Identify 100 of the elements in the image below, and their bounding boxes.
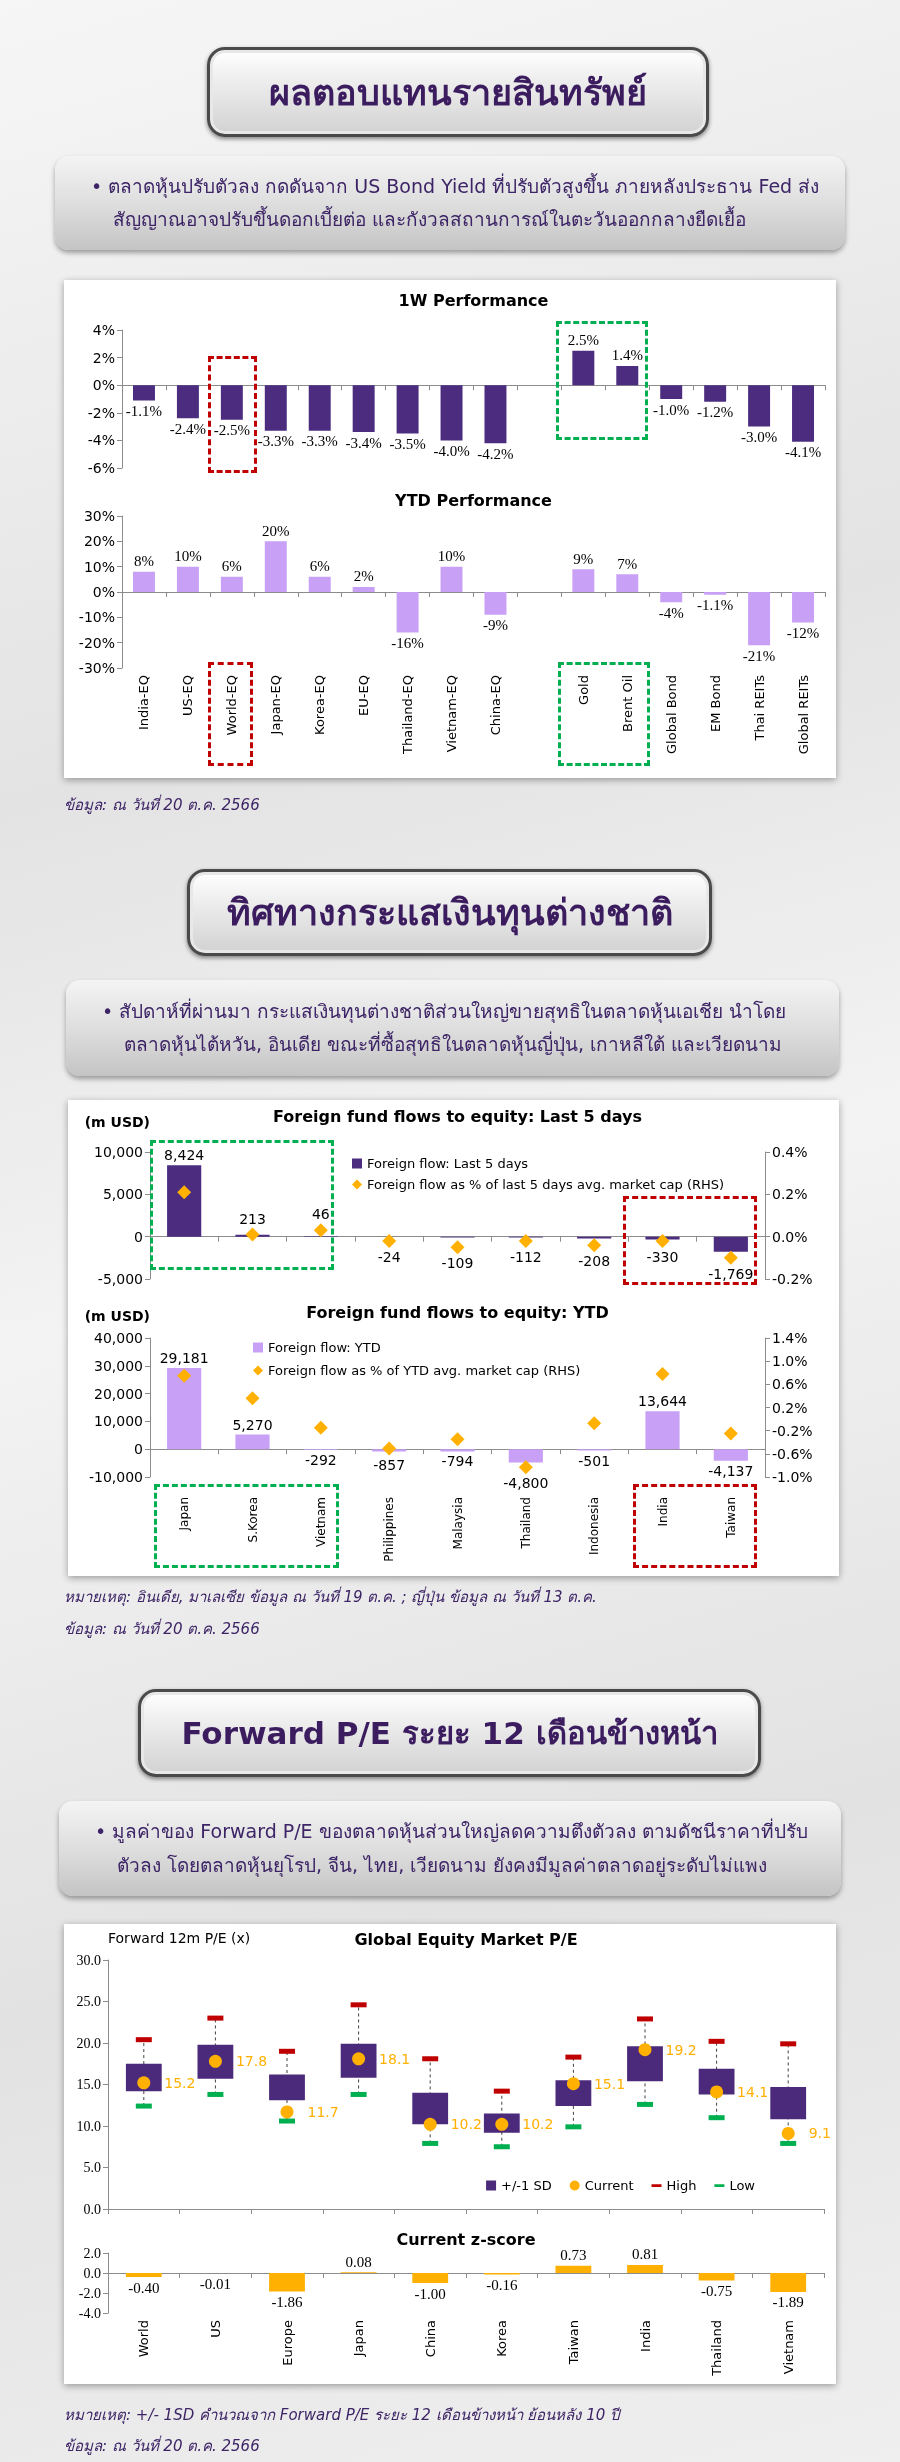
y2-tick-label: 0.0%: [772, 1228, 808, 1245]
point: [587, 1238, 602, 1253]
data-label: -12%: [786, 624, 820, 641]
x-tick-label: Thai REITs: [751, 674, 767, 742]
data-label: 5,270: [232, 1416, 273, 1433]
y2-tick-label: 0.6%: [772, 1376, 808, 1393]
bar: [698, 2273, 735, 2281]
data-label: -1.1%: [697, 597, 734, 614]
y2-tick-label: 1.0%: [772, 1353, 808, 1370]
data-label: 0.08: [345, 2253, 372, 2270]
y-tick-label: -2%: [87, 404, 115, 421]
data-label: 11.7: [307, 2103, 339, 2120]
y2-tick-label: -1.0%: [772, 1469, 813, 1485]
y2-tick-label: -0.2%: [772, 1422, 813, 1439]
y-tick-label: 10,000: [94, 1144, 143, 1160]
data-label: 8,424: [164, 1147, 205, 1164]
y-axis-title: (m USD): [84, 1308, 150, 1324]
y-tick-label: 0: [134, 1228, 143, 1245]
data-label: -794: [441, 1453, 474, 1470]
bar: [220, 385, 243, 420]
y-tick-label: 0%: [92, 377, 115, 394]
x-tick-label: Gold: [575, 675, 591, 705]
bar: [748, 592, 771, 646]
data-label: -208: [578, 1253, 611, 1270]
y2-tick-label: 0.4%: [772, 1144, 808, 1160]
y-tick-label: 4%: [92, 322, 115, 338]
bar: [616, 365, 639, 386]
data-label: 0.73: [560, 2247, 587, 2264]
y-tick-label: 15.0: [76, 2077, 101, 2092]
y-tick-label: -4%: [87, 432, 115, 449]
bar: [440, 1449, 475, 1452]
data-label: -24: [377, 1248, 401, 1265]
bar: [220, 576, 243, 592]
data-label: -3.3%: [257, 433, 294, 450]
data-label: 18.1: [379, 2050, 411, 2067]
point: [313, 1223, 328, 1238]
x-tick-label: Thailand: [709, 2320, 725, 2377]
data-label: 7%: [617, 555, 638, 572]
bar: [627, 2046, 663, 2082]
bar: [645, 1411, 680, 1450]
legend-label: +/-1 SD: [501, 2178, 552, 2193]
bar: [308, 385, 331, 431]
x-tick-label: US: [207, 2320, 223, 2338]
bar: [792, 385, 815, 442]
data-label: -3.3%: [301, 433, 338, 450]
bar: [264, 385, 287, 431]
data-label: 15.1: [593, 2075, 626, 2092]
y-tick-label: -4.0: [78, 2305, 101, 2321]
chart-title: Current z-score: [396, 2230, 536, 2250]
bar: [167, 1165, 202, 1237]
legend-label: High: [666, 2178, 697, 2193]
data-label: 9%: [573, 550, 594, 567]
text: ข้อมูล: ณ วันที่ 20 ต.ค. 2566: [64, 2437, 260, 2455]
x-tick-label: Europe: [279, 2320, 295, 2366]
text: ข้อมูล: ณ วันที่ 20 ต.ค. 2566: [64, 796, 260, 814]
text: ผลตอบแทนรายสินทรัพย์: [269, 70, 647, 115]
point: [313, 1420, 328, 1435]
y-tick-label: 5.0: [83, 2160, 101, 2175]
x-tick-label: S.Korea: [245, 1497, 260, 1543]
point: [655, 1233, 670, 1248]
text: • ตลาดหุ้นปรับตัวลง กดดันจาก US Bond Yield ที่ปรับตัวสูงขึ้น ภายหลังประธาน Fed ส่งสัญญาณอาจปรับขึ้นดอกเบี้ยต่อ และกังวลสถานการณ์ในตะวันออกกลางยืดเยื้อ: [90, 172, 821, 232]
y-tick-label: 20.0: [76, 2035, 101, 2051]
text: ข้อมูล: ณ วันที่ 20 ต.ค. 2566: [64, 1620, 260, 1638]
data-label: -1.89: [772, 2294, 804, 2311]
point: [177, 1368, 192, 1383]
data-label: 2%: [353, 568, 374, 585]
y-tick-label: 0.0: [83, 2265, 101, 2281]
bar: [176, 385, 199, 419]
bar: [555, 2265, 592, 2273]
y-tick-label: -30%: [78, 660, 115, 676]
y-tick-label: 2.0: [83, 2245, 101, 2261]
data-label: -501: [578, 1452, 611, 1469]
point: [638, 2043, 652, 2057]
data-label: 10%: [174, 548, 202, 565]
point: [710, 2085, 724, 2099]
x-tick-label: Taiwan: [723, 1497, 738, 1539]
y-tick-label: -6%: [87, 460, 115, 476]
bar: [132, 571, 155, 592]
x-tick-label: Global REITs: [795, 674, 811, 755]
data-label: -2.5%: [213, 422, 250, 439]
data-label: -109: [441, 1255, 474, 1272]
data-label: 14.1: [737, 2083, 769, 2100]
data-label: 15.2: [164, 2074, 196, 2091]
text: ทิศทางกระแสเงินทุนต่างชาติ: [226, 891, 673, 938]
data-label: 29,181: [159, 1350, 209, 1367]
bar: [572, 569, 595, 592]
data-label: -1.1%: [125, 402, 163, 419]
data-label: -4%: [658, 604, 684, 621]
data-label: -4.2%: [477, 445, 514, 462]
legend-label: Foreign flow as % of last 5 days avg. market cap (RHS): [367, 1177, 725, 1192]
chart-title: Global Equity Market P/E: [354, 1930, 578, 1950]
bar: [484, 592, 507, 615]
bar: [704, 592, 727, 595]
y-tick-label: 20,000: [94, 1385, 143, 1402]
legend-label: Low: [729, 2178, 756, 2193]
data-label: 2.5%: [567, 332, 599, 349]
text: หมายเหตุ: +/- 1SD คำนวณจาก Forward P/E ระยะ 12 เดือนข้างหน้า ย้อนหลัง 10 ปี: [64, 2406, 621, 2424]
data-label: -1.2%: [697, 404, 734, 421]
legend-label: Foreign flow: Last 5 days: [367, 1156, 529, 1171]
bar: [704, 385, 727, 402]
